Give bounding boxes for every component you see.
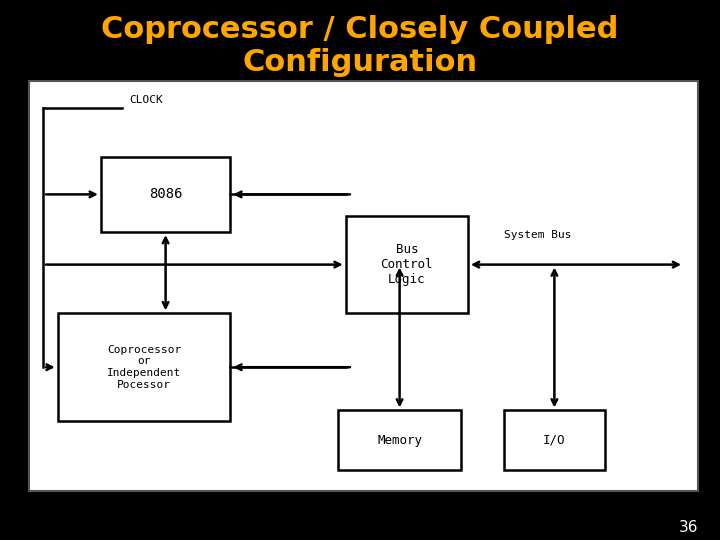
Text: Memory: Memory [377,434,422,447]
Bar [338,410,461,470]
Bar [504,410,605,470]
Text: Coprocessor
or
Independent
Pocessor: Coprocessor or Independent Pocessor [107,345,181,389]
Text: CLOCK: CLOCK [130,95,163,105]
Text: Bus
Control
Logic: Bus Control Logic [381,243,433,286]
Text: 8086: 8086 [149,187,182,201]
Text: 36: 36 [679,519,698,535]
Bar [346,216,468,313]
Text: I/O: I/O [543,434,566,447]
Bar [101,157,230,232]
Text: System Bus: System Bus [504,230,572,240]
Bar [58,313,230,421]
Text: Coprocessor / Closely Coupled
Configuration: Coprocessor / Closely Coupled Configurat… [102,15,618,77]
Bar [29,81,698,491]
